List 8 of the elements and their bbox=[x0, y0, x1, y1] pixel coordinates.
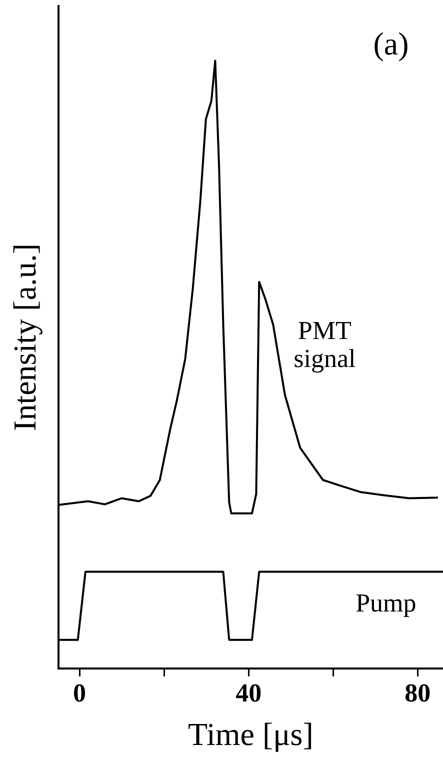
series-label: PMT signal bbox=[294, 316, 356, 374]
x-tick-label: 0 bbox=[73, 678, 86, 708]
annotation: (a) bbox=[373, 25, 409, 62]
x-tick-label: 40 bbox=[236, 678, 262, 708]
x-tick-label: 80 bbox=[404, 678, 431, 708]
y-axis-title: Intensity [a.u.] bbox=[6, 243, 43, 431]
x-axis-title: Time [μs] bbox=[188, 716, 314, 752]
series-label: Pump bbox=[356, 588, 416, 618]
